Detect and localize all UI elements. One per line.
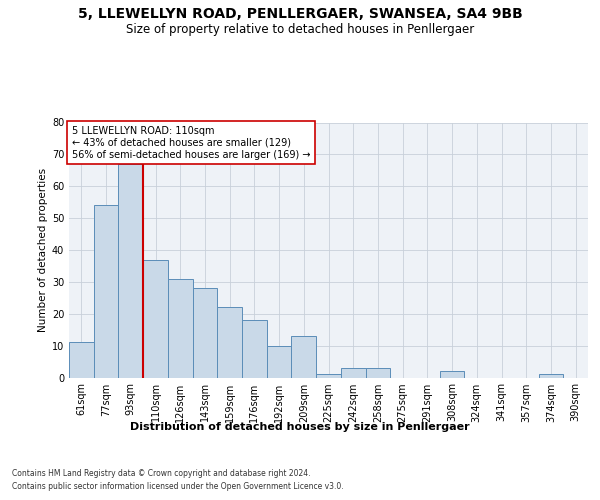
Bar	[341, 368, 365, 378]
Text: Contains HM Land Registry data © Crown copyright and database right 2024.: Contains HM Land Registry data © Crown c…	[12, 469, 311, 478]
Bar	[69, 342, 94, 378]
Bar	[539, 374, 563, 378]
Bar	[316, 374, 341, 378]
Bar	[118, 164, 143, 378]
Text: Size of property relative to detached houses in Penllergaer: Size of property relative to detached ho…	[126, 22, 474, 36]
Bar	[94, 206, 118, 378]
Bar	[267, 346, 292, 378]
Text: 5, LLEWELLYN ROAD, PENLLERGAER, SWANSEA, SA4 9BB: 5, LLEWELLYN ROAD, PENLLERGAER, SWANSEA,…	[77, 8, 523, 22]
Y-axis label: Number of detached properties: Number of detached properties	[38, 168, 47, 332]
Bar	[440, 371, 464, 378]
Bar	[143, 260, 168, 378]
Text: Distribution of detached houses by size in Penllergaer: Distribution of detached houses by size …	[130, 422, 470, 432]
Text: Contains public sector information licensed under the Open Government Licence v3: Contains public sector information licen…	[12, 482, 344, 491]
Bar	[193, 288, 217, 378]
Bar	[217, 308, 242, 378]
Bar	[242, 320, 267, 378]
Bar	[168, 278, 193, 378]
Bar	[292, 336, 316, 378]
Bar	[365, 368, 390, 378]
Text: 5 LLEWELLYN ROAD: 110sqm
← 43% of detached houses are smaller (129)
56% of semi-: 5 LLEWELLYN ROAD: 110sqm ← 43% of detach…	[71, 126, 310, 160]
